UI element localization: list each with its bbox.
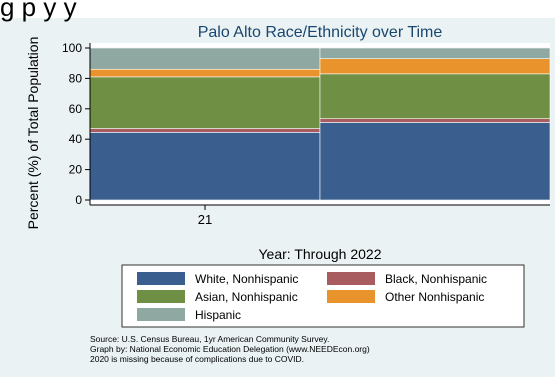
chart-title: Palo Alto Race/Ethnicity over Time xyxy=(198,24,443,41)
legend-items: White, Nonhispanic Black, Nonhispanic Asia… xyxy=(137,272,487,322)
bar-segment xyxy=(319,73,551,119)
y-ticks: 0 20 40 60 80 100 xyxy=(62,41,550,207)
y-tick-label: 100 xyxy=(62,41,82,55)
source-note-3: 2020 is missing because of complications… xyxy=(90,354,304,364)
legend-label: Asian, Nonhispanic xyxy=(195,290,298,304)
source-note-2: Graph by: National Economic Education De… xyxy=(90,344,370,354)
bar-segment xyxy=(89,68,321,78)
bar-segment xyxy=(319,47,551,59)
cropped-header-text: g p y y xyxy=(0,0,77,22)
x-axis-label: Year: Through 2022 xyxy=(259,246,382,262)
bar-segment xyxy=(319,58,551,75)
bar-segment xyxy=(89,132,321,201)
bar-segment xyxy=(89,128,321,133)
legend-swatch xyxy=(137,272,185,285)
legend-swatch xyxy=(327,272,375,285)
bar-segment xyxy=(89,76,321,129)
bar-segment xyxy=(89,47,321,70)
x-ticks: 21 xyxy=(198,205,212,227)
y-tick-label: 60 xyxy=(69,102,83,116)
bar-segment xyxy=(319,122,551,201)
legend-label: Other Nonhispanic xyxy=(385,290,484,304)
header-strip xyxy=(0,0,555,18)
x-tick-label: 21 xyxy=(198,212,212,227)
y-axis-label: Percent (%) of Total Population xyxy=(25,37,41,230)
legend-label: Black, Nonhispanic xyxy=(385,272,487,286)
source-note-1: Source: U.S. Census Bureau, 1yr American… xyxy=(90,334,329,344)
y-tick-label: 20 xyxy=(69,163,83,177)
legend-swatch xyxy=(137,308,185,321)
y-tick-label: 0 xyxy=(75,193,82,207)
y-tick-label: 80 xyxy=(69,71,83,85)
legend xyxy=(121,264,525,328)
y-tick-label: 40 xyxy=(69,132,83,146)
bars xyxy=(89,47,551,201)
legend-swatch xyxy=(137,290,185,303)
legend-label: Hispanic xyxy=(195,308,241,322)
bar-segment xyxy=(319,118,551,123)
legend-swatch xyxy=(327,290,375,303)
legend-label: White, Nonhispanic xyxy=(195,272,298,286)
